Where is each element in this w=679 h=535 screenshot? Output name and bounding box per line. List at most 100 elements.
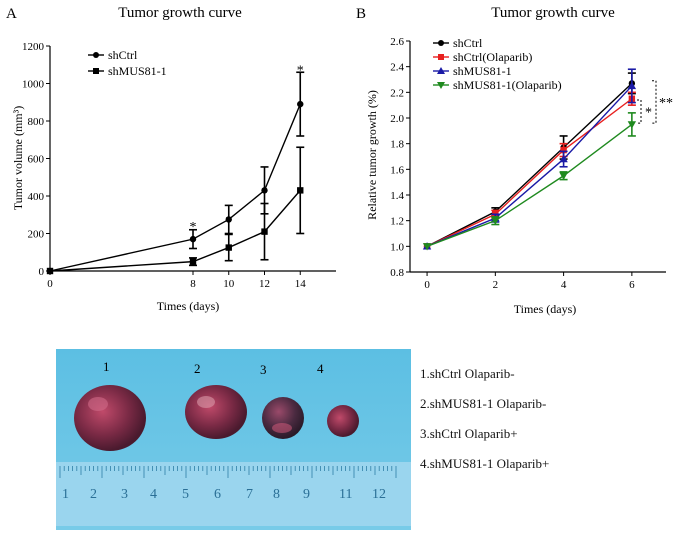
- panel-a-series-shmus81-1-point: [225, 244, 232, 251]
- panel-b-series-shmus81-1-point: [627, 81, 637, 90]
- panel-a-series-shctrl-point: [189, 235, 197, 243]
- panel-b-legend-marker: [437, 82, 445, 89]
- panel-b-y-tick-label-9: 2.6: [390, 36, 404, 48]
- panel-b-series-shmus81-1-line: [426, 85, 633, 247]
- panel-b-y-tick-label-7: 2.2: [390, 87, 404, 99]
- panel-b-series-shctrl-olaparib--line: [426, 98, 633, 247]
- panel-b-series-shctrl: [423, 72, 636, 250]
- photo-legend-item-4: 4.shMUS81-1 Olaparib+: [420, 456, 550, 471]
- ruler-number-4: 4: [150, 487, 157, 502]
- panel-a-x-tick-label-3: 12: [259, 278, 270, 290]
- panel-a-series-shctrl-point: [297, 100, 304, 108]
- panel-a-y-tick-label-3: 600: [28, 154, 45, 166]
- panel-a-significance-0: *: [190, 220, 197, 235]
- ruler-number-1: 1: [62, 487, 69, 502]
- panel-b-y-tick-label-4: 1.6: [390, 164, 404, 176]
- panel-a-legend-label-1: shMUS81-1: [108, 64, 167, 78]
- ruler-number-8: 8: [273, 487, 280, 502]
- panel-b-series-shmus81-1: [422, 68, 637, 250]
- panel-a-y-tick-label-6: 1200: [22, 41, 45, 53]
- panel-a-y-tick-label-5: 1000: [22, 79, 45, 91]
- ruler: [56, 462, 411, 526]
- tumor-2: [185, 385, 247, 439]
- tumor-1-highlight: [88, 397, 108, 411]
- panel-a-title: Tumor growth curve: [118, 5, 242, 21]
- panel-a-legend: shCtrl shMUS81-1: [88, 48, 167, 78]
- panel-a-y-tick-label-4: 800: [28, 116, 45, 128]
- panel-a-y-tick-label-2: 400: [28, 191, 45, 203]
- panel-b-chart: B Tumor growth curve Times (days) Relati…: [356, 5, 673, 316]
- photo-legend-item-2: 2.shMUS81-1 Olaparib-: [420, 396, 547, 411]
- ruler-number-12: 12: [372, 487, 386, 502]
- photo-legend-item-3: 3.shCtrl Olaparib+: [420, 426, 518, 441]
- panel-a-legend-marker: [93, 52, 99, 58]
- panel-b-series-shmus81-1-olaparib--point: [422, 243, 432, 251]
- panel-a-x-axis-label: Times (days): [157, 299, 220, 313]
- panel-a-series-shctrl: [46, 71, 305, 275]
- panel-b-series-shmus81-1-olaparib--point: [559, 172, 568, 180]
- panel-b-series-shmus81-1-olaparib--point: [491, 217, 500, 225]
- panel-a-legend-label-0: shCtrl: [108, 48, 138, 62]
- panel-a-series-shmus81-1-point: [261, 228, 268, 235]
- panel-b-bracket-1: [637, 99, 642, 124]
- panel-b-bracket-2: [652, 80, 657, 124]
- panel-a-y-axis-label: Tumor volume (mm³): [11, 106, 25, 211]
- panel-b-y-tick-label-1: 1.0: [390, 241, 404, 253]
- panel-b-legend-label-2: shMUS81-1: [453, 64, 512, 78]
- panel-a-chart: A Tumor growth curve Times (days) Tumor …: [6, 5, 336, 313]
- panel-b-letter: B: [356, 6, 366, 22]
- panel-a-y-tick-label-0: 0: [39, 266, 45, 278]
- tumor-4: [327, 405, 359, 437]
- tumor-number-3: 3: [260, 362, 267, 377]
- panel-a-series-shctrl-point: [261, 187, 268, 194]
- ruler-number-9: 9: [303, 487, 310, 502]
- panel-a-series-shmus81-1-point: [46, 267, 54, 275]
- panel-a-series-shctrl-line: [49, 103, 301, 272]
- panel-b-series-shctrl-olaparib--point: [560, 146, 567, 154]
- panel-b-legend: shCtrlshCtrl(Olaparib)shMUS81-1shMUS81-1…: [433, 36, 562, 92]
- panel-a-x-tick-label-1: 8: [190, 278, 196, 290]
- panel-b-series-shmus81-1-olaparib-: [422, 112, 637, 251]
- panel-b-y-tick-label-5: 1.8: [390, 139, 404, 151]
- tumor-number-2: 2: [194, 361, 201, 376]
- panel-b-y-tick-label-2: 1.2: [390, 216, 404, 228]
- ruler-number-3: 3: [121, 487, 128, 502]
- ruler-number-7: 7: [246, 487, 253, 502]
- panel-b-y-tick-label-3: 1.4: [390, 190, 404, 202]
- panel-a-series-shctrl-point: [225, 216, 232, 223]
- panel-b-legend-label-0: shCtrl: [453, 36, 483, 50]
- panel-a-series-shmus81-1-point: [297, 187, 304, 194]
- panel-a-x-tick-label-2: 10: [223, 278, 235, 290]
- tumor-photo: 1 2 3 4 5 6 7 8 9 11 12 1 2 3 4: [56, 349, 411, 530]
- panel-b-legend-marker: [438, 54, 444, 60]
- panel-a-x-tick-label-4: 14: [295, 278, 307, 290]
- panel-a-legend-marker: [93, 68, 99, 74]
- photo-legend-item-1: 1.shCtrl Olaparib-: [420, 366, 515, 381]
- panel-b-legend-label-1: shCtrl(Olaparib): [453, 50, 532, 64]
- panel-b-significance-0: *: [645, 106, 652, 121]
- panel-a-series-shmus81-1-point: [189, 258, 197, 265]
- panel-b-significance-1: **: [659, 96, 673, 111]
- ruler-number-11: 11: [339, 487, 352, 502]
- ruler-ticks: [59, 466, 397, 478]
- panel-b-series-shmus81-1-point: [559, 154, 568, 163]
- panel-b-legend-label-3: shMUS81-1(Olaparib): [453, 78, 562, 92]
- tumor-3-highlight: [272, 423, 292, 433]
- panel-b-title: Tumor growth curve: [491, 5, 615, 21]
- panel-a-significance-1: *: [297, 63, 304, 78]
- panel-b-y-axis-label: Relative tumor growth (%): [365, 90, 379, 220]
- panel-a-series-shmus81-1: [46, 146, 305, 275]
- panel-b-series-shmus81-1-olaparib--line: [426, 123, 633, 247]
- tumor-number-1: 1: [103, 359, 110, 374]
- panel-b-x-tick-label-3: 6: [629, 279, 635, 291]
- panel-b-x-tick-label-1: 2: [493, 279, 499, 291]
- panel-b-legend-marker: [437, 67, 445, 74]
- panel-b-series-shmus81-1-olaparib--point: [627, 121, 637, 129]
- ruler-number-5: 5: [182, 487, 189, 502]
- panel-b-series-shctrl-line: [426, 82, 633, 247]
- tumor-2-highlight: [197, 396, 215, 408]
- panel-b-y-tick-label-8: 2.4: [390, 62, 404, 74]
- panel-b-y-tick-label-6: 2.0: [390, 113, 404, 125]
- tumor-1: [74, 385, 146, 451]
